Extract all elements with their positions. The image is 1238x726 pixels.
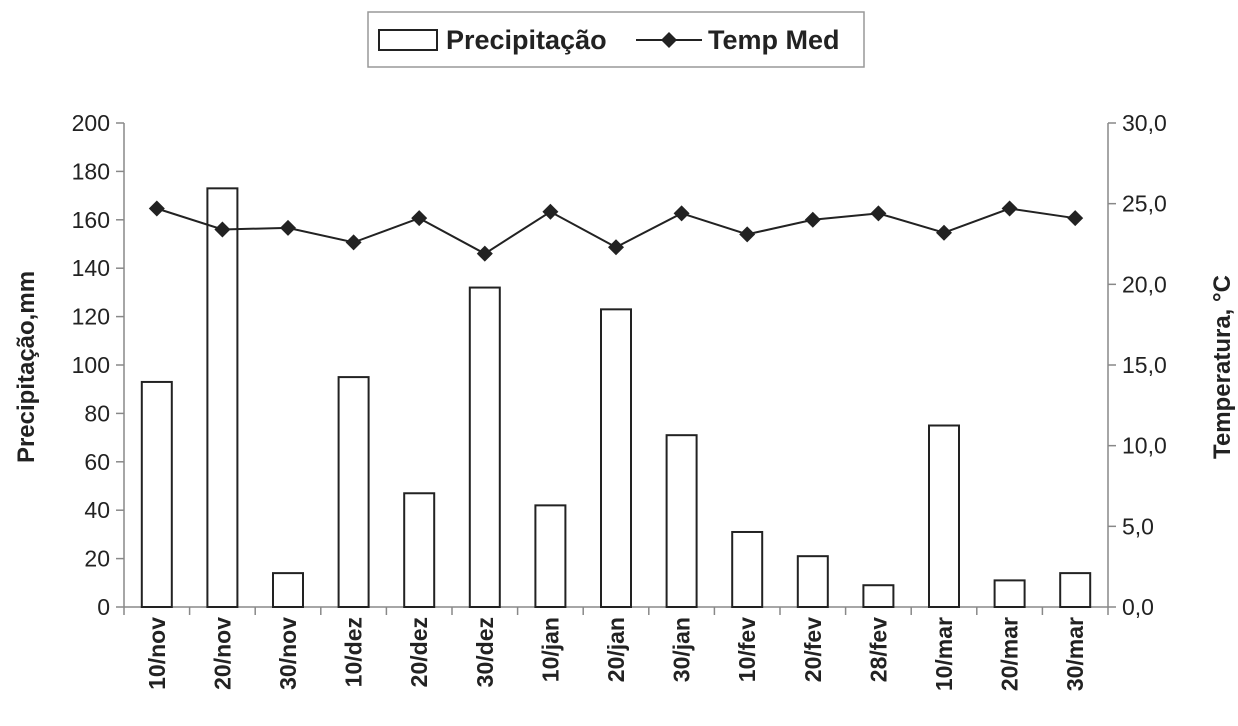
x-tick-label: 10/mar <box>931 617 957 691</box>
y2-axis-ticks: 0,0 5,0 10,0 15,0 20,0 25,0 30,0 <box>1108 110 1167 620</box>
y-tick-label: 160 <box>72 207 110 233</box>
bar-30-mar <box>1059 572 1092 608</box>
y-tick-label: 120 <box>72 304 110 330</box>
legend: Precipitação Temp Med <box>367 11 865 68</box>
temp-point-20-dez <box>411 210 428 227</box>
bar-20-dez <box>403 492 436 609</box>
temp-point-30-mar <box>1067 210 1084 227</box>
bar-10-nov <box>140 380 173 608</box>
legend-diamond-marker <box>661 32 677 48</box>
bar-20-nov <box>206 187 239 608</box>
y-tick-label: 100 <box>72 352 110 378</box>
legend-bar-swatch <box>378 29 438 51</box>
precipitation-bars <box>140 187 1092 609</box>
bar-20-fev <box>796 555 829 608</box>
temperature-line <box>148 200 1084 262</box>
bar-30-jan <box>665 434 698 608</box>
y-tick-label: 140 <box>72 255 110 281</box>
bar-10-jan <box>534 504 567 608</box>
temp-point-10-jan <box>542 203 559 220</box>
y-tick-label: 0 <box>97 594 110 620</box>
x-tick-label: 30/mar <box>1062 617 1088 691</box>
x-tick-label: 20/jan <box>603 617 629 682</box>
y2-tick-label: 25,0 <box>1122 191 1167 217</box>
y2-tick-label: 10,0 <box>1122 433 1167 459</box>
temp-point-20-mar <box>1001 200 1018 217</box>
bar-10-mar <box>928 424 960 608</box>
temp-point-30-nov <box>280 219 296 236</box>
temp-point-10-nov <box>148 200 165 217</box>
y-tick-label: 180 <box>72 158 110 184</box>
y-tick-label: 80 <box>84 400 110 426</box>
legend-label-temp-med: Temp Med <box>708 25 840 55</box>
bar-30-nov <box>272 572 304 608</box>
temp-point-20-fev <box>804 211 821 228</box>
legend-box <box>367 11 865 68</box>
y2-tick-label: 15,0 <box>1122 352 1167 378</box>
y2-tick-label: 30,0 <box>1122 110 1167 136</box>
x-tick-label: 10/fev <box>734 617 760 682</box>
x-tick-label: 20/nov <box>209 617 235 690</box>
temp-point-20-nov <box>214 221 231 238</box>
x-tick-label: 10/nov <box>144 617 170 690</box>
temp-point-10-mar <box>936 224 952 241</box>
bar-20-mar <box>993 579 1026 609</box>
temp-point-28-fev <box>870 205 887 222</box>
bar-28-fev <box>862 584 895 608</box>
bar-20-jan <box>600 308 632 608</box>
y2-tick-label: 5,0 <box>1122 513 1154 539</box>
x-tick-label: 20/dez <box>406 617 432 687</box>
temp-point-10-fev <box>739 226 756 243</box>
y2-tick-label: 0,0 <box>1122 594 1154 620</box>
y2-tick-label: 20,0 <box>1122 271 1167 297</box>
x-tick-label: 10/jan <box>537 617 563 682</box>
temp-point-30-dez <box>476 245 493 262</box>
temp-point-10-dez <box>345 234 362 251</box>
x-tick-label: 10/dez <box>341 617 367 687</box>
bar-10-dez <box>337 376 370 608</box>
x-tick-label: 30/nov <box>275 617 301 690</box>
y-axis-title: Precipitação,mm <box>13 271 40 463</box>
x-tick-label: 20/mar <box>997 617 1023 691</box>
x-axis-ticks: 10/nov 20/nov 30/nov 10/dez 20/dez 30/dez 10/j… <box>123 607 1109 691</box>
bar-30-dez <box>468 286 501 608</box>
y-tick-label: 20 <box>84 546 110 572</box>
x-tick-label: 30/jan <box>669 617 695 682</box>
x-tick-label: 20/fev <box>800 617 826 682</box>
x-tick-label: 28/fev <box>865 617 891 682</box>
y-axis-ticks: 0 20 40 60 80 100 120 140 160 180 200 <box>72 110 124 620</box>
y-tick-label: 40 <box>84 497 110 523</box>
y2-axis-title: Temperatura, °C <box>1209 275 1236 459</box>
y-tick-label: 200 <box>72 110 110 136</box>
bar-10-fev <box>731 530 764 608</box>
y-tick-label: 60 <box>84 449 110 475</box>
x-tick-label: 30/dez <box>472 617 498 687</box>
legend-label-precipitacao: Precipitação <box>446 25 607 55</box>
temp-point-30-jan <box>673 205 690 222</box>
temp-point-20-jan <box>608 239 624 256</box>
